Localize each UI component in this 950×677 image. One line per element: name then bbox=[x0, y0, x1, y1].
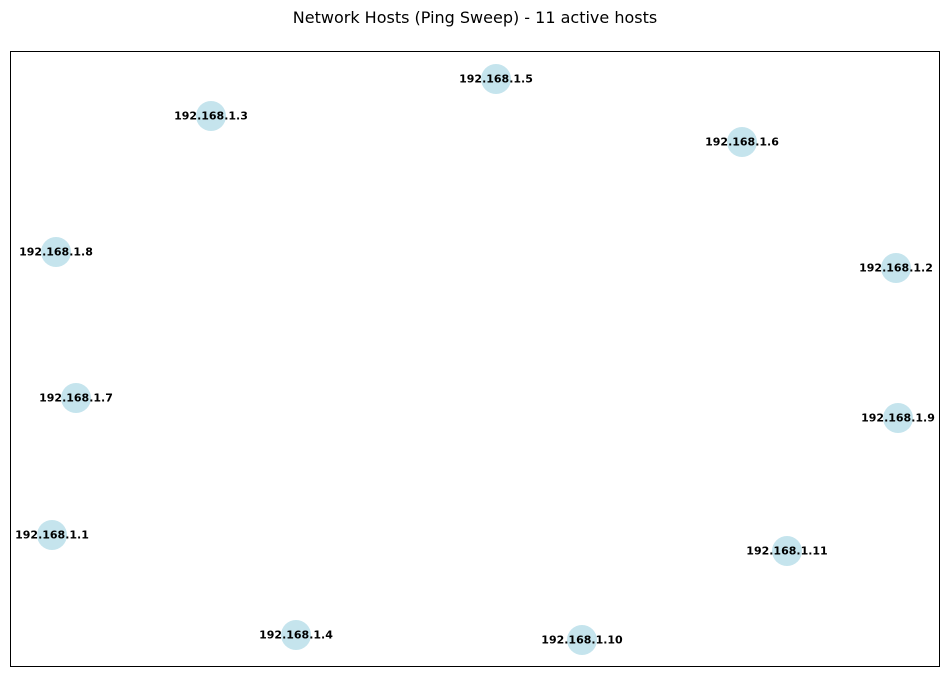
diagram-frame bbox=[10, 51, 940, 667]
host-node-circle[interactable] bbox=[61, 383, 91, 413]
host-node-circle[interactable] bbox=[481, 64, 511, 94]
host-node-label: 192.168.1.6 bbox=[705, 135, 779, 149]
diagram-title: Network Hosts (Ping Sweep) - 11 active h… bbox=[292, 8, 658, 27]
host-node-circle[interactable] bbox=[881, 253, 911, 283]
host-node-label: 192.168.1.9 bbox=[861, 411, 935, 425]
host-node-label: 192.168.1.3 bbox=[174, 109, 248, 123]
host-node-label: 192.168.1.11 bbox=[746, 544, 828, 558]
host-node-label: 192.168.1.2 bbox=[859, 261, 933, 275]
host-node-circle[interactable] bbox=[883, 403, 913, 433]
host-node-label: 192.168.1.8 bbox=[19, 245, 93, 259]
host-node-circle[interactable] bbox=[281, 620, 311, 650]
host-node-circle[interactable] bbox=[41, 237, 71, 267]
host-node-label: 192.168.1.5 bbox=[459, 72, 533, 86]
host-node-circle[interactable] bbox=[37, 520, 67, 550]
host-node-label: 192.168.1.4 bbox=[259, 628, 333, 642]
host-node-circle[interactable] bbox=[196, 101, 226, 131]
host-node-label: 192.168.1.1 bbox=[15, 528, 89, 542]
host-node-label: 192.168.1.10 bbox=[541, 633, 623, 647]
host-node-circle[interactable] bbox=[772, 536, 802, 566]
host-node-label: 192.168.1.7 bbox=[39, 391, 113, 405]
host-node-circle[interactable] bbox=[567, 625, 597, 655]
host-node-circle[interactable] bbox=[727, 127, 757, 157]
